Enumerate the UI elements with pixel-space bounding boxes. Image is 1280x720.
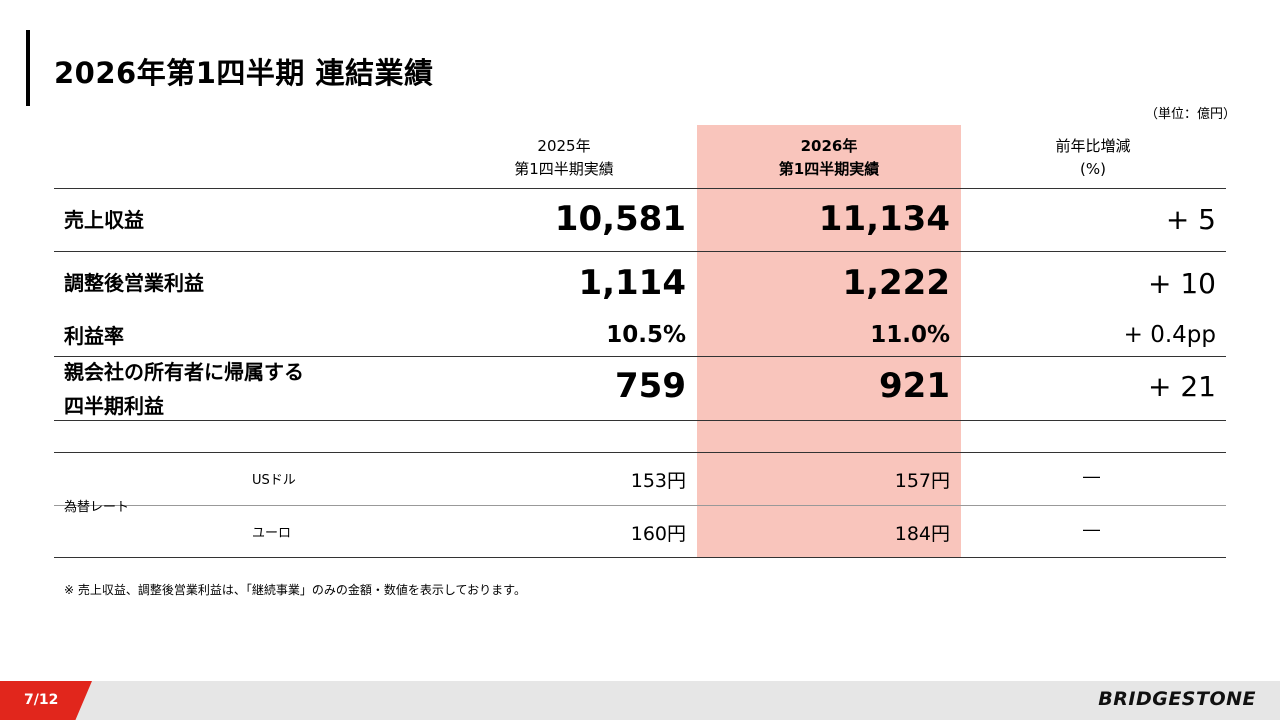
adjusted-operating-profit-change-value: + 10 — [1148, 267, 1216, 300]
fx-eur-prev-value: 160円 — [630, 523, 686, 545]
column-header-current: 2026年 第1四半期実績 — [749, 135, 909, 181]
row-label-profit-margin: 利益率 — [64, 324, 124, 348]
net-profit-prev-value: 759 — [615, 366, 686, 406]
row-label-net-profit-line1: 親会社の所有者に帰属する — [64, 360, 304, 384]
profit-margin-current-value: 11.0% — [870, 322, 950, 348]
profit-margin-change-value: + 0.4pp — [1123, 322, 1216, 348]
net-profit-change-value: + 21 — [1148, 370, 1216, 403]
title-accent-bar — [26, 30, 30, 106]
profit-margin-prev-value: 10.5% — [606, 322, 686, 348]
net-profit-current-value: 921 — [879, 366, 950, 406]
table-rule — [54, 420, 1226, 421]
column-header-change: 前年比増減 (%) — [1018, 135, 1168, 181]
fx-table-rule-bottom — [54, 557, 1226, 558]
column-header-change-title: 前年比増減 — [1055, 137, 1131, 155]
table-rule — [54, 251, 1226, 252]
adjusted-operating-profit-current-value: 1,222 — [842, 263, 950, 303]
fx-eur-change-value: ― — [1083, 520, 1100, 540]
page-number-tab — [0, 681, 92, 720]
fx-usd-current-value: 157円 — [894, 470, 950, 492]
row-label-net-profit-line2: 四半期利益 — [64, 394, 164, 418]
fx-usd-label: USドル — [252, 473, 296, 488]
row-label-adjusted-operating-profit: 調整後営業利益 — [64, 271, 204, 295]
revenue-change-value: + 5 — [1165, 203, 1216, 236]
footnote: ※ 売上収益、調整後営業利益は、「継続事業」のみの金額・数値を表示しております。 — [64, 583, 526, 597]
page-number: 7/12 — [24, 692, 59, 708]
fx-usd-change-value: ― — [1083, 467, 1100, 487]
fx-table-rule — [54, 505, 1226, 506]
revenue-prev-value: 10,581 — [554, 199, 686, 239]
fx-eur-label: ユーロ — [252, 526, 292, 541]
fx-table-rule-top — [54, 452, 1226, 453]
column-header-prev-year: 2025年 — [537, 137, 591, 155]
footer-bar — [0, 681, 1280, 720]
fx-eur-current-value: 184円 — [894, 523, 950, 545]
row-label-revenue: 売上収益 — [64, 208, 144, 232]
page-title: 2026年第1四半期 連結業績 — [54, 56, 434, 90]
unit-note: （単位：億円） — [1144, 107, 1236, 122]
adjusted-operating-profit-prev-value: 1,114 — [578, 263, 686, 303]
column-header-current-period: 第1四半期実績 — [778, 160, 880, 178]
current-quarter-highlight — [697, 125, 961, 558]
fx-rate-label: 為替レート — [64, 500, 130, 515]
column-header-change-unit: (%) — [1080, 160, 1106, 178]
table-rule — [54, 356, 1226, 357]
bridgestone-logo: BRIDGESTONE — [1098, 688, 1256, 710]
column-header-prev-period: 第1四半期実績 — [514, 160, 614, 178]
fx-usd-prev-value: 153円 — [630, 470, 686, 492]
revenue-current-value: 11,134 — [818, 199, 950, 239]
table-rule-top — [54, 188, 1226, 189]
column-header-prev: 2025年 第1四半期実績 — [484, 135, 644, 181]
column-header-current-year: 2026年 — [800, 137, 858, 155]
